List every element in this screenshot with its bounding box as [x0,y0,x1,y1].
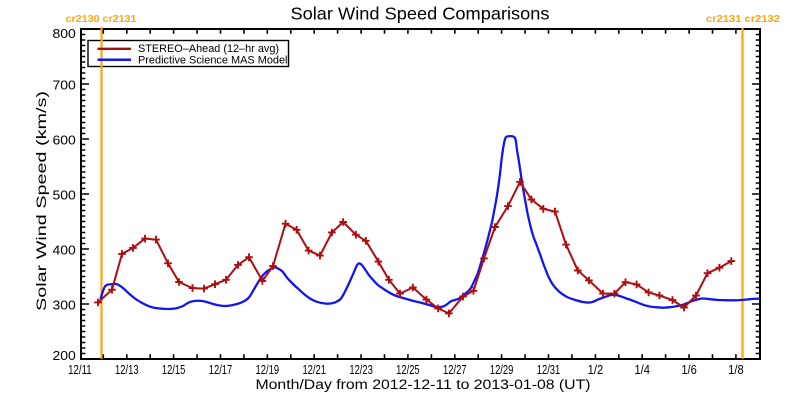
svg-text:Month/Day from 2012-12-11 to 2: Month/Day from 2012-12-11 to 2013-01-08 … [256,377,591,392]
svg-text:12/25: 12/25 [396,362,420,377]
svg-text:12/31: 12/31 [537,362,561,377]
svg-text:12/19: 12/19 [256,362,280,377]
svg-text:12/21: 12/21 [302,362,326,377]
svg-text:700: 700 [53,77,76,92]
svg-text:1/2: 1/2 [588,362,604,377]
svg-text:12/23: 12/23 [349,362,373,377]
svg-text:12/13: 12/13 [115,362,139,377]
svg-text:600: 600 [53,132,76,147]
svg-text:12/15: 12/15 [162,362,186,377]
svg-text:12/29: 12/29 [490,362,514,377]
svg-text:1/6: 1/6 [681,362,697,377]
svg-text:Solar Wind Speed Comparisons: Solar Wind Speed Comparisons [291,4,550,24]
svg-text:STEREO–Ahead (12–hr avg): STEREO–Ahead (12–hr avg) [138,43,279,55]
svg-text:500: 500 [53,187,76,202]
svg-text:1/4: 1/4 [634,362,650,377]
svg-text:cr2131 cr2132: cr2131 cr2132 [706,13,780,25]
svg-text:cr2130 cr2131: cr2130 cr2131 [66,13,137,25]
svg-text:Predictive Science MAS Model: Predictive Science MAS Model [138,54,288,66]
svg-text:12/17: 12/17 [209,362,233,377]
svg-text:12/11: 12/11 [68,362,92,377]
svg-text:300: 300 [53,297,76,312]
svg-text:Solar Wind Speed (km/s): Solar Wind Speed (km/s) [34,91,49,311]
svg-text:1/8: 1/8 [728,362,744,377]
svg-text:800: 800 [53,26,76,41]
svg-text:12/27: 12/27 [443,362,467,377]
svg-text:400: 400 [53,242,76,257]
svg-text:200: 200 [53,348,76,363]
